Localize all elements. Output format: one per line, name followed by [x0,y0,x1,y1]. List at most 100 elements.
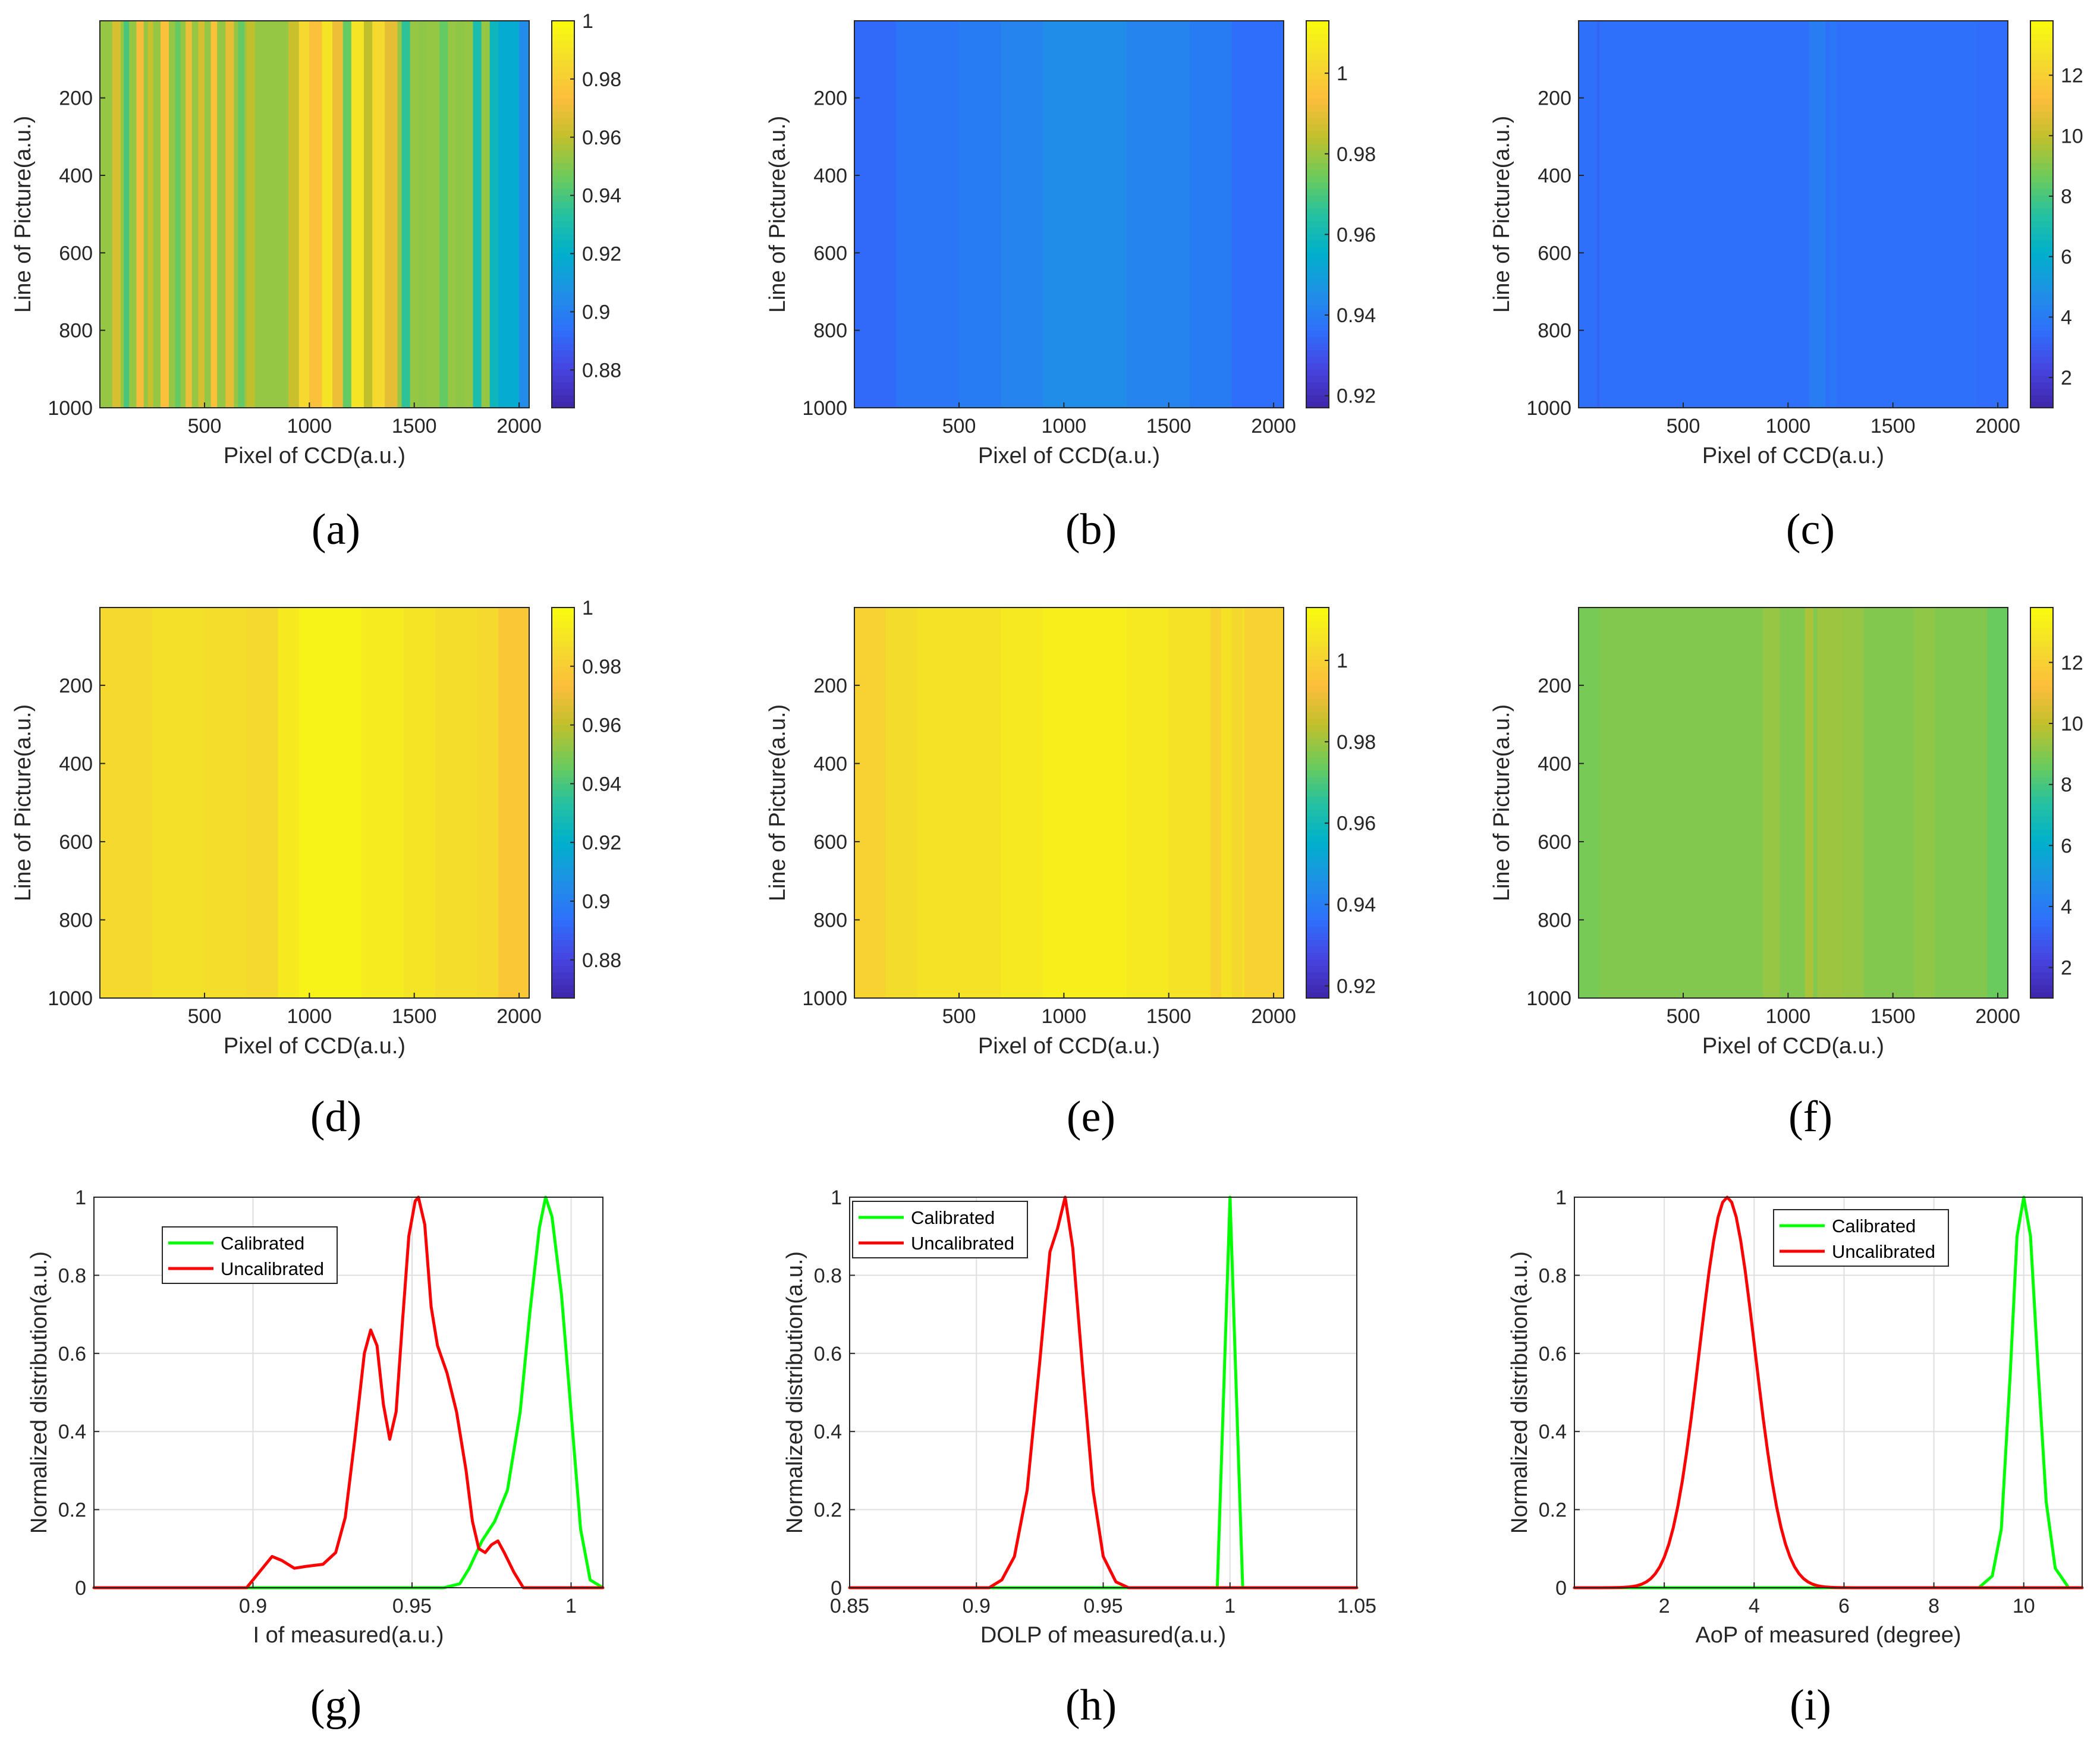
colorbar-segment [1306,738,1329,745]
y-tick-label: 0.6 [58,1343,86,1365]
y-tick-label: 0.2 [58,1499,86,1522]
plot-frame [99,20,530,408]
heatmap-band [1579,608,1599,998]
y-tick-label: 800 [59,320,93,342]
colorbar-segment [552,272,574,279]
colorbar-segment [552,952,574,960]
colorbar-segment [552,259,574,267]
colorbar-segment [552,679,574,687]
colorbar-segment [2030,763,2053,771]
colorbar-segment [2030,350,2053,357]
colorbar-segment [2030,646,2053,654]
colorbar-segment [2030,718,2053,725]
legend-box [162,1226,338,1284]
colorbar-segment [2030,72,2053,80]
heatmap-band [160,21,169,408]
colorbar-segment [1306,285,1329,292]
y-tick-label: 0.8 [58,1264,86,1287]
colorbar-segment [2030,246,2053,254]
colorbar-tick-label: 2 [2061,367,2072,389]
legend-box [1773,1209,1949,1267]
colorbar-segment [1306,705,1329,712]
y-tick-label: 0.8 [1539,1264,1567,1287]
colorbar-tick-label: 0.96 [1337,224,1376,246]
x-tick-label: 1 [565,1595,577,1617]
colorbar-segment [552,369,574,376]
colorbar-segment [552,822,574,830]
heatmap-band [1805,608,1813,998]
legend-label-uncalibrated: Uncalibrated [221,1258,324,1279]
heatmap-band [246,21,255,408]
x-tick-label: 0.9 [963,1595,991,1617]
colorbar-segment [2030,169,2053,177]
colorbar-segment [1306,40,1329,48]
colorbar-segment [1306,298,1329,306]
colorbar-segment [2030,111,2053,118]
colorbar-segment [552,323,574,331]
colorbar-frame [2030,607,2054,999]
heatmap-band [225,21,234,408]
colorbar-segment [1306,156,1329,163]
y-tick-label: 400 [59,753,93,775]
colorbar-segment [1306,98,1329,105]
colorbar-segment [2030,959,2053,967]
panel-i: 2 4 6 8 10 0 0.2 0.4 0.6 0.8 1 AoP of measured (deg… [1507,1186,2084,1730]
colorbar-segment [2030,124,2053,131]
colorbar-segment [552,718,574,725]
heatmap-band [1231,608,1243,998]
x-tick-label: 500 [188,415,222,438]
colorbar-segment [1306,900,1329,908]
colorbar-segment [1306,201,1329,209]
colorbar: 0.92 0.94 0.96 0.98 1 [1306,20,1376,408]
colorbar-segment [552,162,574,170]
plot-frame [1574,1197,2083,1588]
y-tick-label: 200 [813,675,847,697]
colorbar-segment [2030,279,2053,286]
colorbar-segment [1306,789,1329,797]
y-axis-label: Line of Picture(a.u.) [11,704,36,902]
colorbar-segment [552,789,574,797]
heatmap-band [246,608,278,998]
colorbar-segment [552,816,574,823]
colorbar-segment [552,240,574,247]
y-tick-label: 0 [1555,1577,1567,1600]
heatmap-band [210,21,218,408]
colorbar-segment [2030,240,2053,247]
colorbar-segment [1306,893,1329,901]
heatmap-band [136,21,144,408]
colorbar-segment [2030,156,2053,163]
colorbar-segment [552,750,574,758]
colorbar-segment [552,783,574,791]
y-axis-label: Line of Picture(a.u.) [11,116,36,313]
x-tick-label: 6 [1838,1595,1850,1617]
legend: Calibrated Uncalibrated [162,1226,338,1284]
colorbar-tick-label: 1 [582,597,593,619]
colorbar-segment [1306,802,1329,810]
colorbar-segment [1306,21,1329,28]
plot-frame [1578,20,2008,408]
colorbar-segment [552,802,574,810]
colorbar-segment [1306,692,1329,700]
colorbar-segment [2030,653,2053,660]
colorbar-segment [552,285,574,292]
heatmap-band [401,21,410,408]
colorbar-segment [1306,985,1329,992]
colorbar-segment [1306,311,1329,318]
colorbar-segment [1306,234,1329,241]
colorbar-segment [1306,253,1329,260]
colorbar-segment [1306,783,1329,791]
x-tick-label: 2 [1659,1595,1670,1617]
colorbar-segment [1306,117,1329,125]
colorbar-segment [2030,343,2053,351]
colorbar-segment [2030,336,2053,344]
colorbar-segment [2030,783,2053,791]
colorbar-tick-label: 0.94 [1337,894,1376,917]
colorbar-segment [2030,201,2053,209]
colorbar-segment [552,124,574,131]
x-tick-label: 500 [942,1005,976,1028]
colorbar-segment [2030,92,2053,99]
colorbar-segment [1306,317,1329,325]
heatmap-band [1829,21,1837,408]
colorbar-segment [2030,809,2053,817]
colorbar-segment [2030,744,2053,751]
